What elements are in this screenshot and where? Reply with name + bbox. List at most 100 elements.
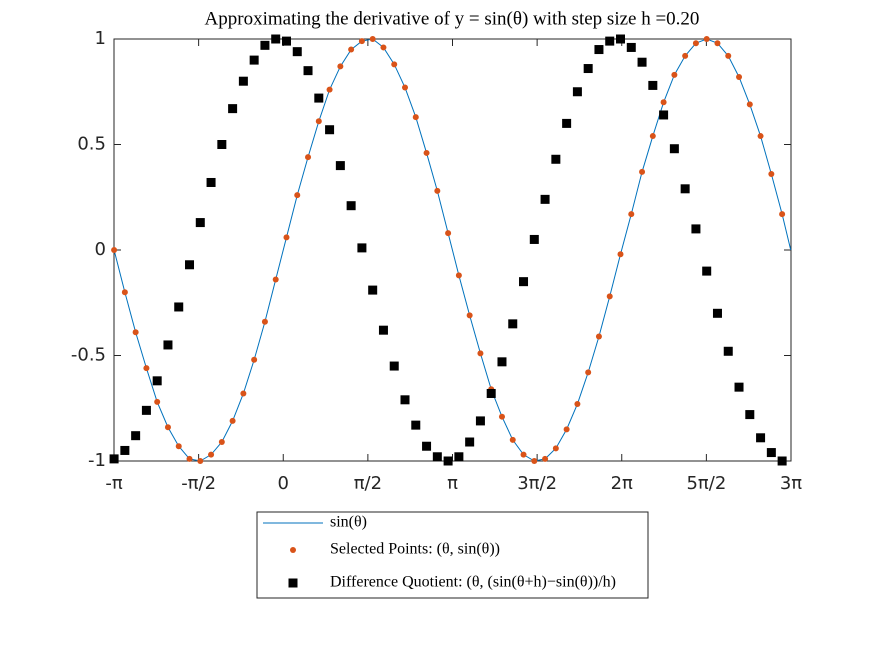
data-point bbox=[768, 171, 775, 178]
data-point bbox=[671, 71, 678, 78]
data-point bbox=[261, 318, 268, 325]
data-point bbox=[249, 55, 259, 65]
data-point bbox=[197, 458, 204, 464]
data-point bbox=[380, 44, 387, 51]
data-point bbox=[432, 452, 442, 462]
legend-box bbox=[256, 511, 649, 599]
data-point bbox=[423, 149, 430, 156]
data-point bbox=[509, 436, 516, 443]
data-point bbox=[228, 104, 238, 114]
data-point bbox=[605, 36, 615, 46]
data-point bbox=[497, 357, 507, 367]
data-point bbox=[272, 276, 279, 283]
data-point bbox=[519, 277, 529, 287]
data-point bbox=[141, 405, 151, 415]
y-tick-label: -0.5 bbox=[71, 345, 106, 366]
data-point bbox=[562, 118, 572, 128]
data-point bbox=[348, 46, 355, 53]
data-point bbox=[109, 454, 119, 464]
data-point bbox=[434, 187, 441, 194]
data-point bbox=[206, 177, 216, 187]
data-point bbox=[756, 433, 766, 443]
data-point bbox=[251, 356, 258, 363]
data-point bbox=[477, 350, 484, 357]
data-point bbox=[217, 140, 227, 149]
data-point bbox=[143, 365, 150, 372]
data-point bbox=[281, 36, 291, 46]
y-tick-label: -1 bbox=[88, 450, 106, 471]
data-point bbox=[669, 144, 679, 154]
data-point bbox=[391, 61, 398, 68]
data-point bbox=[240, 390, 247, 397]
data-point bbox=[357, 243, 367, 253]
x-tick-label: 5π/2 bbox=[686, 473, 726, 494]
legend-label: sin(θ) bbox=[330, 514, 367, 531]
data-point bbox=[531, 458, 538, 464]
data-point bbox=[691, 224, 701, 234]
data-point bbox=[154, 398, 161, 405]
data-point bbox=[637, 57, 647, 67]
data-point bbox=[606, 293, 613, 300]
data-point bbox=[378, 325, 388, 335]
data-point bbox=[402, 84, 409, 91]
data-point bbox=[616, 34, 626, 44]
data-point bbox=[218, 439, 225, 446]
data-point bbox=[229, 417, 236, 424]
y-tick-label: 0 bbox=[95, 239, 106, 260]
data-point bbox=[186, 455, 193, 462]
data-point bbox=[465, 437, 475, 447]
data-point bbox=[238, 76, 248, 86]
data-point bbox=[443, 456, 453, 466]
data-point bbox=[305, 154, 312, 161]
data-point bbox=[389, 361, 399, 371]
data-point bbox=[659, 110, 669, 120]
legend-label: Selected Points: (θ, sin(θ)) bbox=[330, 541, 500, 558]
data-point bbox=[195, 218, 205, 228]
data-point bbox=[703, 36, 710, 42]
data-point bbox=[466, 312, 473, 319]
data-point bbox=[498, 413, 505, 420]
data-point bbox=[757, 133, 764, 140]
data-point bbox=[779, 211, 786, 218]
data-point bbox=[680, 184, 690, 194]
data-point bbox=[283, 234, 290, 241]
data-point bbox=[132, 329, 139, 336]
data-point bbox=[411, 420, 421, 430]
data-point bbox=[660, 99, 667, 106]
data-point bbox=[325, 125, 335, 135]
data-point bbox=[412, 114, 419, 121]
data-point bbox=[777, 456, 787, 466]
data-point bbox=[551, 154, 561, 164]
y-tick-label: 0.5 bbox=[77, 134, 106, 155]
data-point bbox=[486, 388, 496, 398]
data-point bbox=[185, 260, 195, 270]
data-point bbox=[628, 211, 635, 218]
data-point bbox=[337, 63, 344, 70]
x-tick-label: π/2 bbox=[354, 473, 382, 494]
data-point bbox=[455, 272, 462, 279]
data-point bbox=[152, 376, 162, 386]
x-tick-label: 0 bbox=[278, 473, 289, 494]
data-point bbox=[475, 416, 485, 426]
data-point bbox=[692, 40, 699, 47]
data-point bbox=[639, 168, 646, 175]
data-point bbox=[648, 80, 658, 90]
data-point bbox=[445, 230, 452, 237]
data-point bbox=[260, 40, 270, 50]
data-point bbox=[617, 251, 624, 258]
data-point bbox=[303, 66, 313, 76]
data-point bbox=[163, 340, 173, 350]
x-tick-label: -π bbox=[105, 473, 122, 494]
data-point bbox=[563, 426, 570, 433]
y-tick-label: 1 bbox=[95, 28, 106, 49]
chart-title: Approximating the derivative of y = sin(… bbox=[205, 8, 700, 29]
x-tick-label: π bbox=[447, 473, 458, 494]
data-point bbox=[346, 201, 356, 211]
data-point bbox=[454, 452, 464, 462]
data-point bbox=[271, 34, 281, 44]
data-point bbox=[335, 161, 345, 171]
data-point bbox=[520, 451, 527, 458]
data-point bbox=[326, 86, 333, 93]
data-point bbox=[766, 448, 776, 458]
